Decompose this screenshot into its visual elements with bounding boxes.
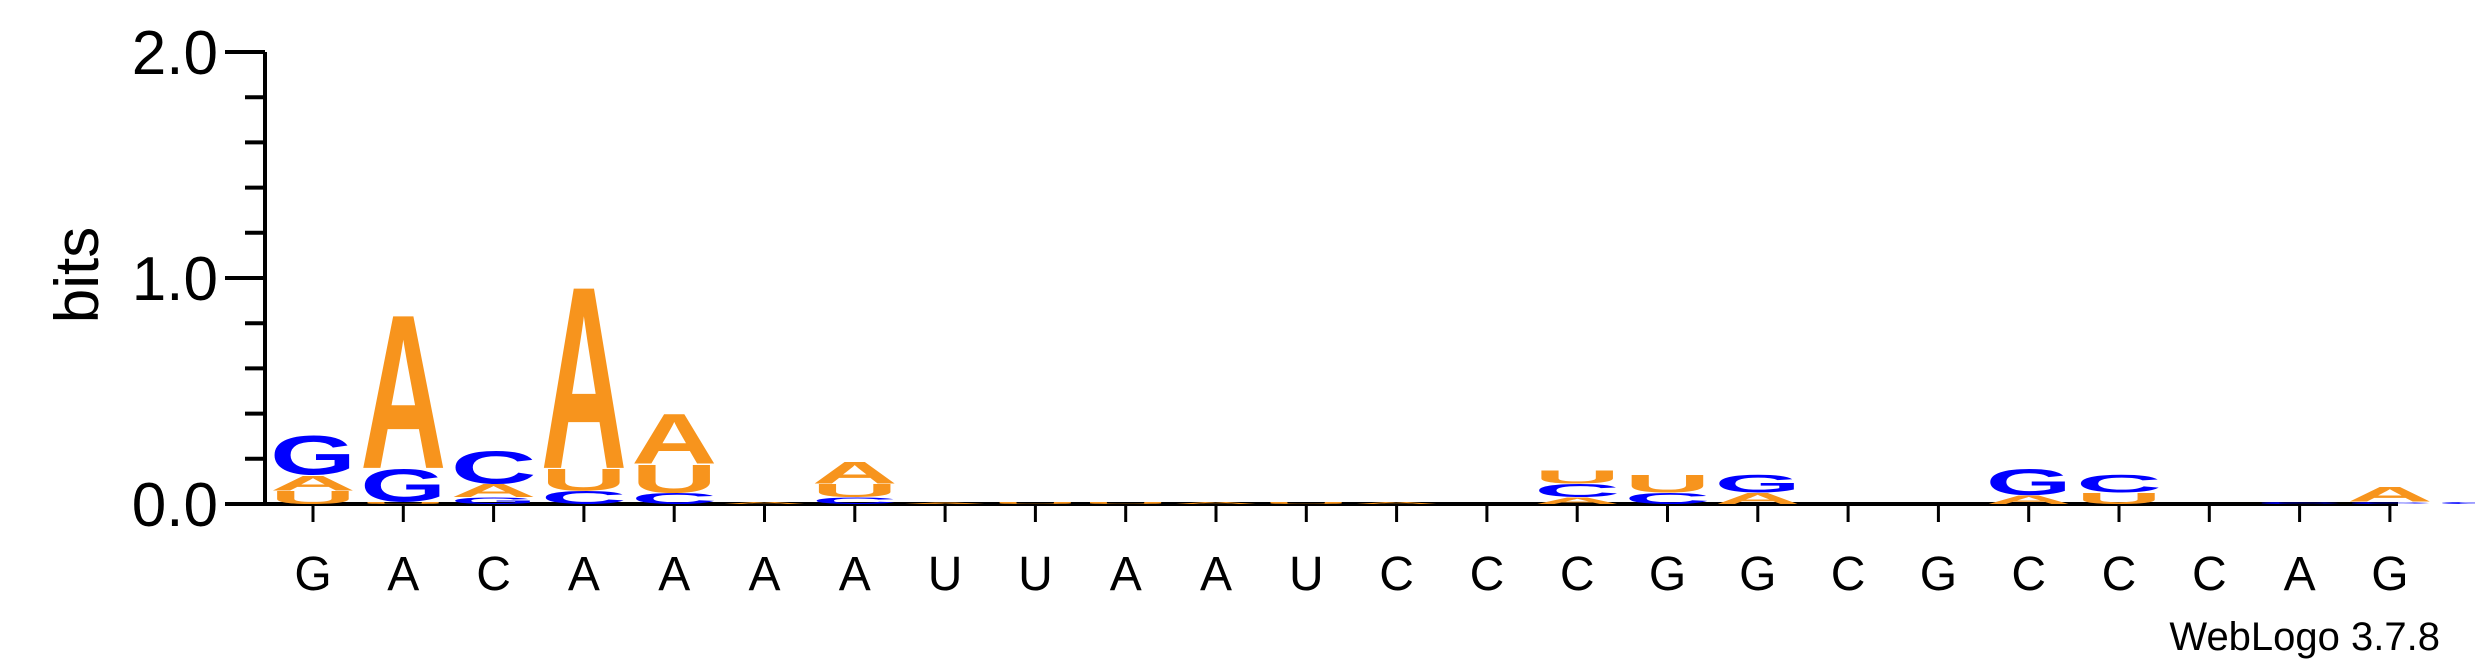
logo-letter-A: A [1715, 490, 1801, 507]
x-tick-label: U [1289, 548, 1324, 601]
x-tick-label: C [2192, 548, 2227, 601]
x-tick-label: C [2102, 548, 2137, 601]
logo-letter-U: U [360, 501, 446, 504]
logo-letter-C: C [451, 442, 537, 494]
y-tick-label: 1.0 [132, 245, 218, 314]
x-tick-label: A [839, 548, 871, 601]
y-tick-label: 0.0 [132, 471, 218, 540]
logo-letter-U: U [1534, 467, 1620, 488]
logo-letter-U: U [992, 501, 1078, 504]
logo-letter-C: C [631, 490, 717, 507]
x-tick-label: G [1649, 548, 1686, 601]
x-tick-label: C [1470, 548, 1505, 601]
x-tick-label: C [1379, 548, 1414, 601]
logo-letter-A: A [451, 481, 537, 502]
logo-letter-U: U [631, 456, 717, 501]
logo-letter-A: A [1173, 501, 1259, 504]
logo-letter-A: A [902, 503, 988, 505]
x-tick-label: A [387, 548, 419, 601]
logo-letter-G: G [1715, 470, 1801, 498]
x-tick-label: A [1200, 548, 1232, 601]
logo-letter-C: C [2076, 470, 2162, 498]
logo-letter-G: G [360, 460, 446, 512]
logo-letter-A: A [1534, 496, 1620, 506]
logo-letter-U: U [1263, 501, 1349, 504]
logo-letter-G: G [1986, 462, 2072, 503]
x-tick-label: U [1018, 548, 1053, 601]
y-axis-ticks: 0.0 1.0 2.0 [132, 19, 265, 540]
x-tick-label: G [294, 548, 331, 601]
x-tick-label: A [1110, 548, 1142, 601]
x-tick-label: C [2011, 548, 2046, 601]
logo-letter-A: A [1986, 493, 2072, 507]
logo-letter-U: U [270, 487, 356, 508]
x-tick-label: C [1560, 548, 1595, 601]
logo-letter-A: A [270, 471, 356, 495]
x-tick-label: A [748, 548, 780, 601]
logo-letter-U: U [1625, 470, 1711, 498]
logo-letter-A: A [2347, 482, 2433, 506]
logo-letter-C: C [541, 487, 627, 508]
y-tick-label: 2.0 [132, 19, 218, 88]
x-tick-label: C [1831, 548, 1866, 601]
logo-letter-G: G [451, 496, 537, 506]
logo-letter-A: A [722, 501, 808, 504]
logo-letter-C: C [2347, 501, 2433, 504]
y-axis-label: bits [43, 227, 112, 323]
logo-letter-C: C [812, 496, 898, 506]
logo-letter-U: U [1083, 501, 1169, 504]
logo-letter-C: C [2437, 501, 2475, 504]
logo-letter-C: C [2257, 501, 2343, 504]
x-tick-label: G [2371, 548, 2408, 601]
x-tick-label: A [658, 548, 690, 601]
logo-letter-A: A [631, 399, 717, 479]
logo-letter-A: A [812, 456, 898, 491]
logo-letter-C: C [1534, 481, 1620, 502]
logo-letter-G: G [270, 424, 356, 486]
logo-letter-U: U [812, 481, 898, 502]
x-tick-label: G [1920, 548, 1957, 601]
x-tick-label: A [568, 548, 600, 601]
logo-stacks: UAGUGAGACCUACUAACUAAUUAUAACUCUAGAGUCCCAC [270, 232, 2475, 523]
logo-letter-A: A [1354, 501, 1440, 504]
logo-letter-U: U [2076, 490, 2162, 507]
x-tick-label: A [2284, 548, 2316, 601]
x-tick-label: C [476, 548, 511, 601]
logo-letter-U: U [541, 463, 627, 498]
x-tick-label: U [928, 548, 963, 601]
logo-letter-A: A [360, 270, 446, 515]
logo-letter-A: A [541, 232, 627, 523]
weblogo-credit: WebLogo 3.7.8 [2169, 615, 2440, 659]
logo-letter-C: C [1625, 490, 1711, 507]
x-tick-label: G [1739, 548, 1776, 601]
